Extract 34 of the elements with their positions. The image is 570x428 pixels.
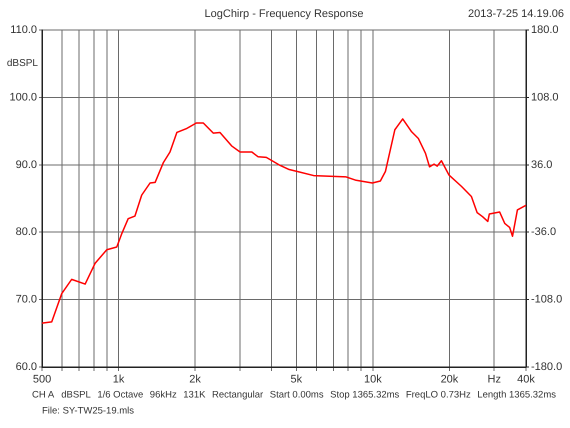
text: Start 0.00ms <box>270 390 324 401</box>
y2-tick-label: 108.0 <box>531 91 559 104</box>
x-tick-label: 1k <box>112 374 125 386</box>
y-tick-label: 100.0 <box>9 91 37 104</box>
text: Length 1365.32ms <box>477 390 556 401</box>
y2-tick-label: -36.0 <box>531 226 556 238</box>
y2-tick-label: 180.0 <box>531 24 559 36</box>
text: CH A <box>32 390 55 401</box>
text: FreqLO 0.73Hz <box>406 390 472 401</box>
x-tick-label: 20k <box>440 374 459 386</box>
y-tick-label: 70.0 <box>16 294 37 306</box>
y-tick-label: 90.0 <box>16 158 37 171</box>
y-axis-title: dBSPL <box>6 58 38 69</box>
text: Stop 1365.32ms <box>330 390 400 401</box>
y-tick-label: 60.0 <box>16 361 37 374</box>
text: dBSPL <box>61 390 91 401</box>
chart-title: LogChirp - Frequency Response <box>204 8 364 20</box>
x-tick-label: 500 <box>32 374 52 386</box>
y-tick-label: 110.0 <box>10 24 37 36</box>
y2-tick-label: 36.0 <box>531 158 552 171</box>
text: 2013-7-25 14.19.06 <box>468 8 564 20</box>
x-tick-label: 2k <box>189 374 202 386</box>
x-tick-label: 40k <box>517 374 536 386</box>
text: 131K <box>183 390 206 401</box>
text: 96kHz <box>150 390 177 401</box>
y2-tick-label: -108.0 <box>531 294 562 306</box>
x-tick-label: 5k <box>290 374 303 386</box>
text: Rectangular <box>212 390 264 401</box>
y-tick-label: 80.0 <box>16 226 37 238</box>
x-tick-label: Hz <box>488 374 501 386</box>
text: 1/6 Octave <box>97 390 144 401</box>
text: File: SY-TW25-19.mls <box>42 406 134 417</box>
y2-tick-label: -180.0 <box>531 361 562 374</box>
x-tick-label: 10k <box>364 374 382 386</box>
